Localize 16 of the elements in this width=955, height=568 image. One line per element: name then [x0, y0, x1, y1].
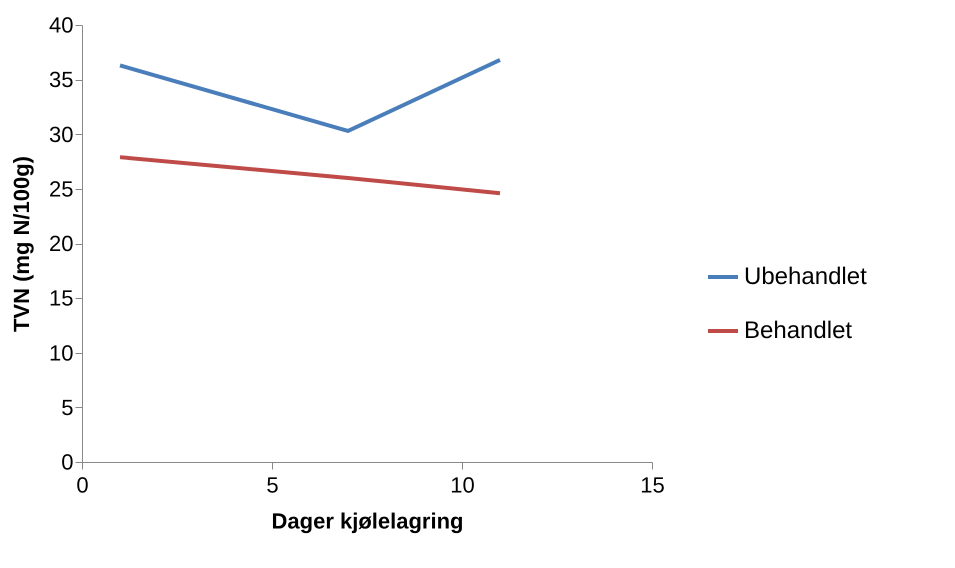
y-tick-label: 25 — [49, 176, 74, 202]
y-tick-label: 10 — [49, 340, 74, 366]
y-tick-label: 15 — [49, 286, 74, 311]
y-tick-label: 35 — [49, 67, 74, 92]
legend-label: Behandlet — [744, 317, 852, 344]
y-tick-label: 0 — [61, 450, 74, 474]
y-tick-label: 20 — [49, 231, 74, 256]
x-tick-label: 15 — [640, 472, 665, 498]
y-axis-title: TVN (mg N/100g) — [9, 156, 34, 332]
x-axis-title: Dager kjølelagring — [272, 508, 464, 534]
x-tick-label: 5 — [266, 472, 279, 498]
x-tick-label: 10 — [450, 472, 475, 498]
legend-label: Ubehandlet — [744, 263, 868, 290]
y-tick-label: 30 — [49, 122, 74, 147]
y-tick-label: 40 — [49, 12, 74, 38]
y-tick-label: 5 — [61, 394, 74, 420]
